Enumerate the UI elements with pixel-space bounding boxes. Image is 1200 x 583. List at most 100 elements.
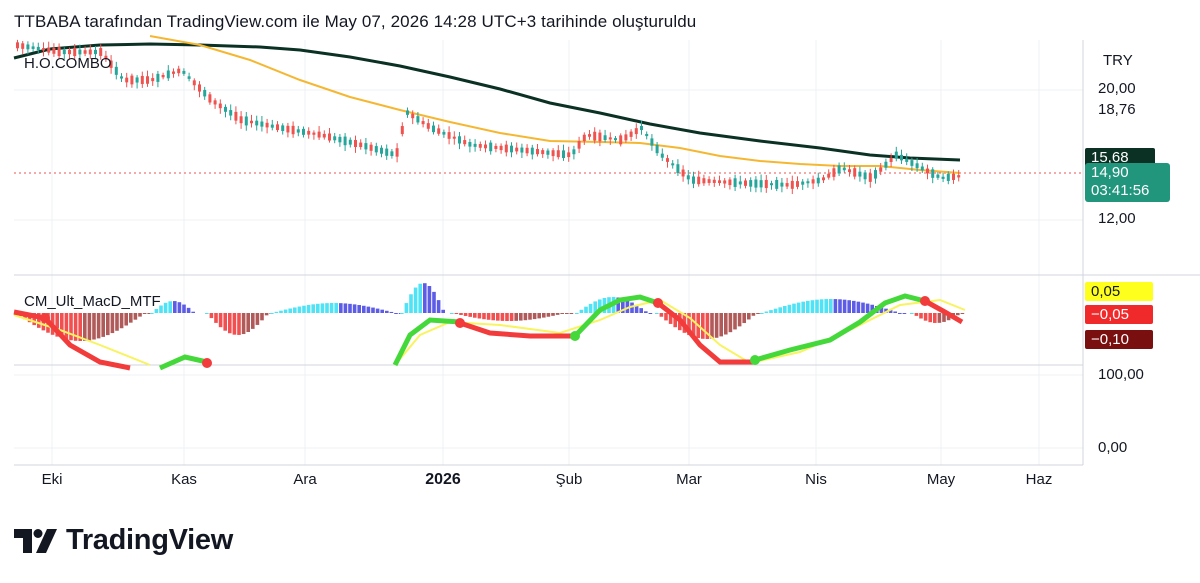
- candle-body: [723, 180, 727, 184]
- macd-line-red-4: [923, 298, 964, 325]
- candle-body: [879, 167, 883, 172]
- histogram-bar: [191, 311, 195, 313]
- candle-body: [78, 49, 82, 55]
- histogram-bar: [760, 313, 764, 314]
- candle-body: [806, 181, 810, 184]
- candle-body: [390, 151, 394, 157]
- candle-body: [374, 146, 378, 153]
- histogram-bar: [865, 303, 870, 313]
- histogram-bar: [101, 313, 105, 337]
- candle-body: [645, 133, 649, 137]
- histogram-bar: [441, 309, 445, 313]
- candle-body: [775, 179, 779, 189]
- candle-body: [213, 100, 217, 105]
- candle-body: [650, 138, 654, 146]
- histogram-bar: [575, 313, 579, 314]
- histogram-bar: [320, 303, 325, 313]
- candle-body: [114, 66, 118, 75]
- signal-line-2: [394, 298, 966, 366]
- histogram-bar: [228, 313, 232, 334]
- candle-body: [421, 121, 425, 125]
- candle-body: [874, 170, 877, 179]
- histogram-bar: [150, 313, 154, 314]
- grid: [14, 40, 1083, 465]
- histogram-bar: [413, 287, 418, 313]
- candle-body: [926, 168, 929, 174]
- candle-body: [437, 128, 441, 134]
- histogram-bar: [37, 313, 41, 328]
- histogram-bar: [691, 313, 696, 337]
- histogram-bar: [173, 301, 177, 313]
- candle-body: [426, 123, 430, 129]
- histogram-bar: [584, 306, 588, 313]
- histogram-bar: [560, 313, 564, 314]
- candle-body: [952, 173, 955, 180]
- histogram-bar: [870, 304, 874, 313]
- candle-body: [452, 136, 456, 139]
- candle-body: [125, 77, 129, 83]
- candle-body: [749, 180, 753, 187]
- histogram-bar: [644, 311, 648, 313]
- time-axis-label-year: 2026: [425, 471, 461, 488]
- histogram-bar: [710, 313, 714, 339]
- time-axis-label: Eki: [41, 471, 63, 488]
- macd-line-green-4: [754, 293, 926, 363]
- histogram-bar: [546, 313, 551, 317]
- histogram-bar: [542, 313, 546, 318]
- candle-body: [156, 73, 160, 82]
- histogram-bar: [432, 291, 436, 313]
- ma-value-badge: 15,68: [1085, 148, 1155, 167]
- candle-body: [915, 163, 919, 169]
- symbol-label[interactable]: H.O.COMBO: [24, 55, 112, 72]
- candle-body: [458, 136, 461, 144]
- histogram-bar: [115, 313, 119, 331]
- candle-body: [281, 125, 285, 132]
- histogram-bar: [334, 303, 338, 313]
- candle-body: [47, 47, 51, 53]
- candle-body: [712, 179, 716, 183]
- candle-body: [395, 148, 399, 157]
- candle-body: [255, 120, 259, 126]
- histogram-bar: [423, 283, 427, 313]
- candle-body: [562, 150, 565, 158]
- candle-body: [177, 68, 181, 74]
- candle-body: [140, 75, 144, 85]
- indicator-label[interactable]: CM_Ult_MacD_MTF: [24, 293, 161, 310]
- tradingview-logo-icon: [14, 528, 57, 553]
- candle-body: [166, 70, 170, 79]
- histogram-bar: [362, 305, 366, 313]
- histogram-bar: [528, 313, 532, 320]
- histogram-bar: [177, 302, 182, 313]
- histogram-bar: [279, 310, 283, 313]
- candle-body: [801, 181, 805, 185]
- candle-body: [770, 183, 773, 186]
- histogram-bar: [138, 313, 142, 317]
- histogram-bar: [565, 313, 569, 314]
- histogram-bar: [496, 313, 500, 321]
- candle-body: [224, 106, 227, 112]
- candle-body: [686, 175, 690, 180]
- histogram-bar: [639, 308, 643, 313]
- histogram-bar: [783, 306, 787, 313]
- tradingview-logo[interactable]: TradingView: [14, 524, 233, 557]
- histogram-bar: [751, 313, 756, 316]
- histogram-bar: [778, 307, 782, 313]
- candle-body: [666, 158, 669, 162]
- candle-body: [291, 125, 295, 135]
- histogram-bar: [246, 313, 250, 332]
- histogram-bar: [283, 309, 288, 313]
- currency-label[interactable]: TRY: [1103, 52, 1133, 69]
- candle-body: [733, 178, 737, 187]
- candle-body: [343, 136, 347, 146]
- last-price-badge: 14,90 03:41:56: [1085, 163, 1170, 202]
- histogram-bar: [55, 313, 59, 337]
- histogram-bar: [463, 313, 468, 316]
- candle-body: [894, 151, 898, 159]
- histogram-bar: [852, 300, 856, 313]
- histogram-bar: [311, 304, 315, 313]
- candle-body: [764, 179, 768, 189]
- histogram-bar: [343, 303, 348, 313]
- histogram-bar: [815, 299, 819, 313]
- candle-body: [827, 173, 831, 178]
